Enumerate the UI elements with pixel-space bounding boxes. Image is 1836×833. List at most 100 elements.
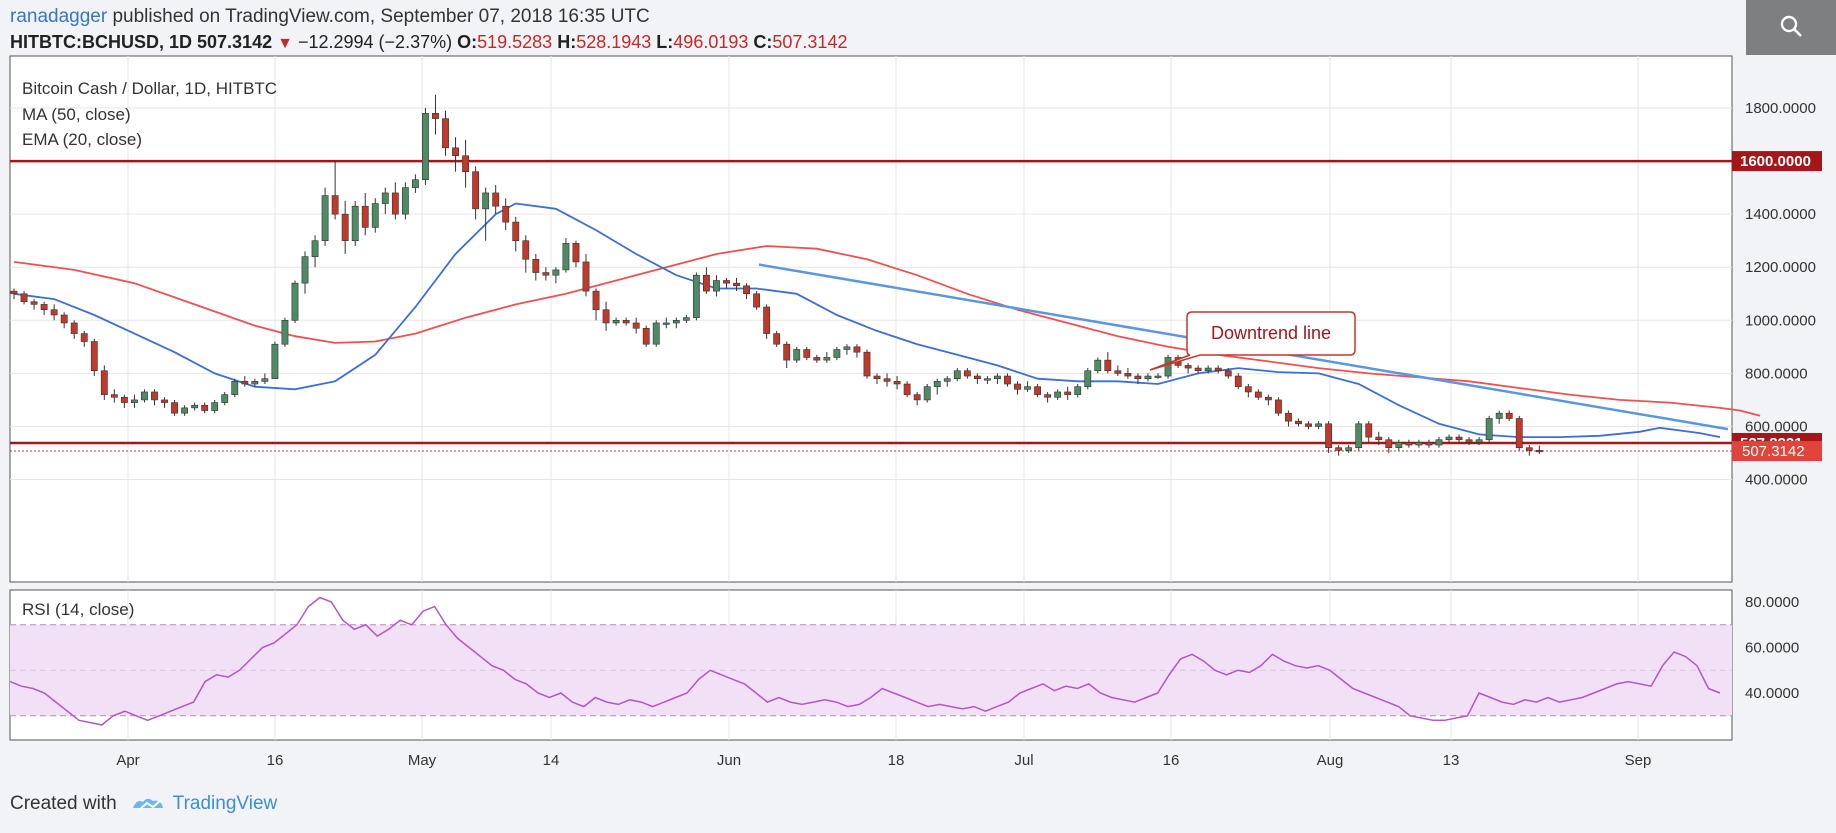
candle <box>1285 412 1292 422</box>
symbol: HITBTC:BCHUSD, 1D <box>10 32 192 52</box>
candle <box>552 269 560 276</box>
candle <box>10 290 18 295</box>
candle <box>1365 423 1373 438</box>
x-tick-label: Sep <box>1625 752 1652 769</box>
close-label: C: <box>753 32 773 52</box>
candle <box>933 381 941 387</box>
candle <box>612 320 620 324</box>
candle <box>963 370 971 377</box>
legend-rsi: RSI (14, close) <box>22 600 134 619</box>
candle <box>1515 418 1523 448</box>
publish-info: ranadagger published on TradingView.com,… <box>10 6 650 28</box>
candle <box>1275 399 1282 414</box>
candle <box>622 320 630 324</box>
candle <box>261 378 269 382</box>
candle <box>1254 391 1262 398</box>
candle <box>1204 367 1212 372</box>
rsi-line <box>9 596 1721 726</box>
candle <box>983 378 991 381</box>
candle <box>662 322 670 325</box>
x-tick-label: Aug <box>1317 752 1344 769</box>
candle <box>1004 375 1011 385</box>
candle <box>1405 442 1413 446</box>
candle <box>652 322 660 345</box>
candle <box>100 370 108 395</box>
candle <box>1305 423 1312 427</box>
search-button[interactable] <box>1746 0 1836 55</box>
candle <box>1024 386 1031 390</box>
candle <box>1074 386 1082 395</box>
candle <box>462 155 469 172</box>
candle <box>80 333 88 342</box>
candle <box>913 394 921 401</box>
x-tick-label: 14 <box>543 752 560 769</box>
candle <box>331 195 339 215</box>
candle <box>1335 447 1343 451</box>
candle <box>50 309 58 316</box>
candle <box>853 346 861 353</box>
candle <box>1535 450 1543 453</box>
candle <box>883 378 891 382</box>
last-price: 507.3142 <box>197 32 273 52</box>
candle <box>391 192 399 215</box>
y-tick-label: 400.0000 <box>1745 472 1808 489</box>
candle <box>1264 396 1272 401</box>
candle <box>472 171 480 210</box>
y-tick-label: 800.0000 <box>1745 365 1808 382</box>
candle <box>1355 423 1363 448</box>
last-price-box <box>1732 441 1822 462</box>
candle <box>1084 370 1092 387</box>
candle <box>30 301 38 305</box>
x-tick-label: Apr <box>116 752 139 769</box>
candle <box>361 205 369 228</box>
candle <box>40 304 48 310</box>
low-label: L: <box>656 32 674 52</box>
candle <box>843 346 851 350</box>
last-price-label: 507.3142 <box>1742 443 1805 460</box>
x-tick-label: Jun <box>717 752 741 769</box>
candle <box>1054 391 1062 398</box>
y-tick-label: 600.0000 <box>1745 418 1808 435</box>
candle <box>923 386 931 401</box>
open-label: O: <box>457 32 478 52</box>
candle <box>753 293 761 308</box>
candle <box>1495 412 1503 419</box>
candle <box>1124 373 1132 377</box>
candle <box>632 322 640 329</box>
published-text: published on TradingView.com, September … <box>107 6 650 27</box>
candle <box>131 399 138 403</box>
candle <box>311 240 319 257</box>
price-change: −12.2994 (−2.37%) <box>297 32 453 52</box>
y-tick-label: 1000.0000 <box>1745 312 1816 329</box>
candle <box>1064 391 1072 395</box>
candle <box>532 258 540 273</box>
candle <box>482 192 490 210</box>
candle <box>743 285 750 295</box>
ma50-line <box>13 245 1761 417</box>
candle <box>1485 418 1493 441</box>
rsi-y-tick-label: 60.0000 <box>1745 640 1799 657</box>
candle <box>411 179 419 188</box>
candle <box>602 309 610 324</box>
level-label: 1600.0000 <box>1740 153 1811 170</box>
author-link[interactable]: ranadagger <box>10 6 108 27</box>
legend-main: Bitcoin Cash / Dollar, 1D, HITBTC <box>22 79 277 98</box>
high-label: H: <box>557 32 577 52</box>
candle <box>1465 439 1473 443</box>
candle <box>893 381 901 385</box>
candle <box>713 280 720 292</box>
candle <box>823 357 831 361</box>
candle <box>1044 394 1052 398</box>
candle <box>903 383 911 395</box>
candle <box>1234 375 1242 387</box>
tradingview-link[interactable]: TradingView <box>172 793 278 814</box>
candle <box>763 306 771 334</box>
candle <box>642 327 650 345</box>
candle <box>793 349 801 361</box>
candle <box>141 391 148 401</box>
candle <box>672 320 680 324</box>
candle <box>1164 357 1172 377</box>
rsi-y-tick-label: 80.0000 <box>1745 594 1799 611</box>
candle <box>20 293 28 303</box>
